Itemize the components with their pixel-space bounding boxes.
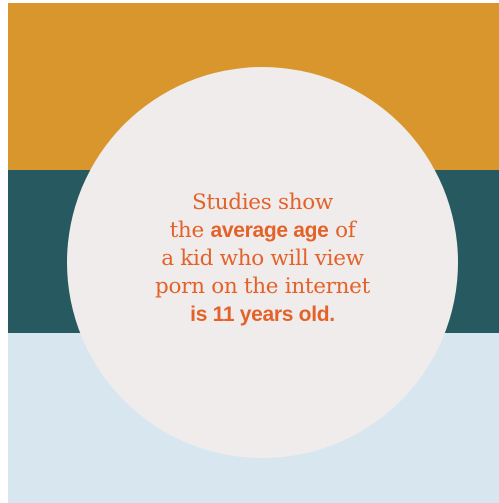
quote-line-2: the average age of <box>133 217 393 245</box>
quote-line-3: a kid who will view <box>161 246 364 271</box>
quote-line-4: porn on the internet <box>155 274 370 299</box>
highlight-age-statistic: is 11 years old. <box>190 303 335 326</box>
statistic-quote: Studies show the average age of a kid wh… <box>133 189 393 329</box>
quote-circle: Studies show the average age of a kid wh… <box>67 67 458 458</box>
quote-line-2-end: of <box>328 218 356 243</box>
quote-line-1: Studies show <box>191 190 334 215</box>
quote-line-2-start: the <box>169 218 211 243</box>
highlight-average-age: average age <box>210 219 329 242</box>
